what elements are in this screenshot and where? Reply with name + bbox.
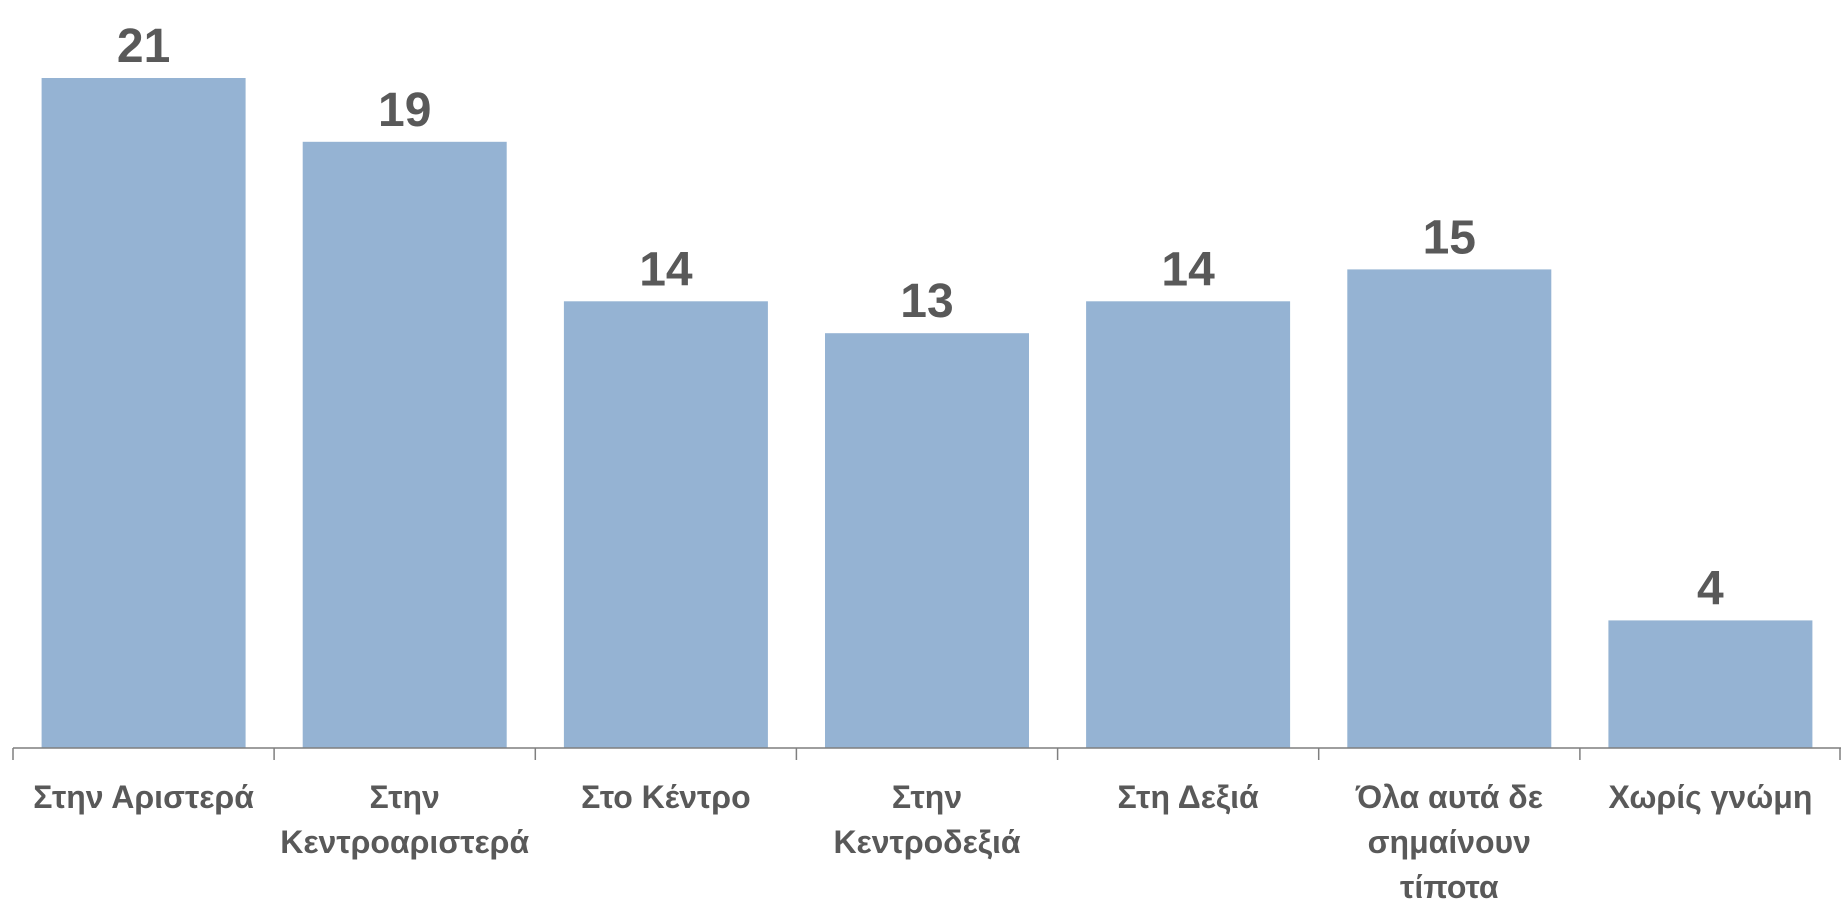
category-label-1-line-0: Στην <box>370 779 440 815</box>
category-label-2-line-0: Στο Κέντρο <box>581 779 750 815</box>
category-label-5-line-0: Όλα αυτά δε <box>1355 779 1543 815</box>
bar-1 <box>302 141 507 749</box>
category-label-3-line-0: Στην <box>892 779 962 815</box>
value-label-6: 4 <box>1697 562 1724 615</box>
bar-2 <box>563 301 768 748</box>
x-axis <box>12 747 1841 760</box>
value-label-4: 14 <box>1161 243 1215 296</box>
bar-3 <box>825 333 1029 748</box>
value-label-3: 13 <box>900 275 953 328</box>
bar-0 <box>41 78 246 748</box>
category-label-5-line-2: τίποτα <box>1400 869 1499 900</box>
value-label-0: 21 <box>117 20 170 73</box>
bar-4 <box>1086 301 1291 748</box>
bars-group <box>41 78 1813 749</box>
category-label-3-line-1: Κεντροδεξιά <box>833 824 1020 860</box>
bar-5 <box>1347 269 1552 748</box>
category-label-5-line-1: σημαίνουν <box>1368 824 1531 860</box>
value-label-2: 14 <box>639 243 693 296</box>
category-labels-group: Στην Αριστερά Στην Κεντροαριστερά Στο Κέντρ… <box>33 779 1812 900</box>
category-label-1-line-1: Κεντροαριστερά <box>280 824 529 860</box>
category-label-6-line-0: Χωρίς γνώμη <box>1608 779 1812 815</box>
value-label-5: 15 <box>1423 211 1476 264</box>
category-label-4-line-0: Στη Δεξιά <box>1118 779 1260 815</box>
category-label-0-line-0: Στην Αριστερά <box>33 779 254 815</box>
value-labels-group: 21 19 14 13 14 15 4 <box>117 20 1724 615</box>
bar-6 <box>1608 620 1813 748</box>
value-label-1: 19 <box>378 84 431 137</box>
